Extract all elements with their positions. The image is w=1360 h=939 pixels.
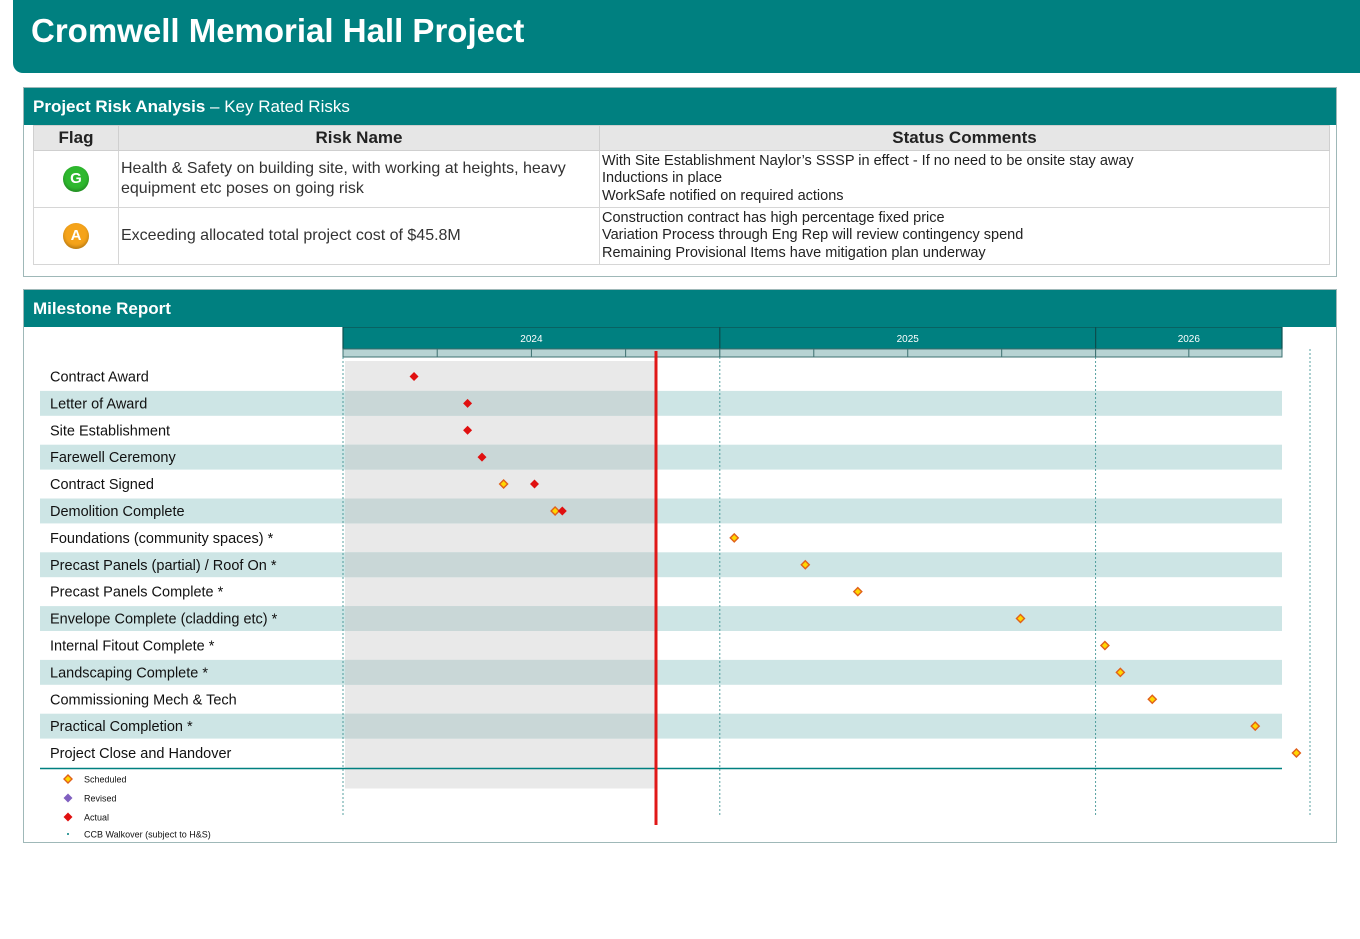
- scheduled-marker: [498, 479, 509, 490]
- milestone-panel-title: Milestone Report: [33, 299, 171, 318]
- milestone-label: Project Close and Handover: [50, 746, 232, 762]
- scheduled-marker: [550, 505, 561, 516]
- status-comments: With Site Establishment Naylor’s SSSP in…: [599, 150, 1330, 208]
- milestone-label: Letter of Award: [50, 396, 147, 412]
- page-title: Cromwell Memorial Hall Project: [31, 12, 525, 49]
- scheduled-marker: [1250, 721, 1261, 732]
- row-band-elapsed: [345, 552, 656, 578]
- amber-flag-badge: A: [63, 223, 89, 249]
- row-band-elapsed: [345, 606, 656, 631]
- flag-header: Flag: [33, 125, 119, 151]
- milestone-label: Site Establishment: [50, 423, 170, 439]
- risk-table: Flag Risk Name Status Comments G Health …: [33, 125, 1330, 265]
- scheduled-marker: [1115, 667, 1126, 678]
- status-line: WorkSafe notified on required actions: [602, 187, 844, 204]
- actual-marker: [530, 479, 539, 489]
- year-label: 2025: [897, 334, 920, 345]
- risk-panel: Project Risk Analysis – Key Rated Risks …: [23, 87, 1337, 277]
- milestone-panel: Milestone Report 2024 2025 2026 Contract Aw…: [23, 289, 1337, 843]
- actual-marker: [409, 371, 419, 381]
- row-band: [40, 390, 1282, 416]
- status-comments-header: Status Comments: [599, 125, 1330, 151]
- year-label: 2026: [1178, 334, 1201, 345]
- milestone-label: Internal Fitout Complete *: [50, 638, 215, 654]
- scheduled-marker: [1099, 640, 1110, 651]
- status-line: Inductions in place: [602, 170, 723, 187]
- row-band: [40, 659, 1282, 685]
- legend-scheduled-marker: [63, 774, 73, 784]
- actual-marker: [463, 425, 473, 435]
- risk-panel-header: Project Risk Analysis – Key Rated Risks: [24, 88, 1336, 125]
- milestone-label: Landscaping Complete *: [50, 665, 208, 681]
- legend-label: Actual: [84, 813, 109, 823]
- row-band: [40, 713, 1282, 739]
- milestone-label: Foundations (community spaces) *: [50, 531, 274, 547]
- milestone-label: Contract Award: [50, 369, 149, 385]
- row-band: [40, 552, 1282, 578]
- row-band-elapsed: [345, 659, 656, 685]
- milestone-chart: 2024 2025 2026 Contract Award Letter of Awar…: [40, 327, 1311, 840]
- risk-panel-subtitle: – Key Rated Risks: [205, 97, 350, 116]
- row-band: [40, 498, 1282, 524]
- status-line: With Site Establishment Naylor’s SSSP in…: [602, 152, 1134, 169]
- row-band: [40, 606, 1282, 631]
- risk-name: Exceeding allocated total project cost o…: [118, 207, 600, 265]
- legend-revised-marker: [63, 793, 73, 803]
- legend-label: CCB Walkover (subject to H&S): [84, 830, 211, 840]
- row-band-elapsed: [345, 713, 656, 739]
- actual-marker: [463, 398, 473, 408]
- legend-label: Scheduled: [84, 775, 127, 785]
- legend-actual-marker: [63, 812, 73, 822]
- actual-marker: [557, 506, 567, 516]
- status-line: Construction contract has high percentag…: [602, 209, 945, 226]
- row-band: [40, 444, 1282, 470]
- risk-panel-title: Project Risk Analysis: [33, 97, 206, 116]
- milestone-label: Practical Completion *: [50, 719, 193, 735]
- risk-name-header: Risk Name: [118, 125, 600, 151]
- milestone-label: Commissioning Mech & Tech: [50, 692, 237, 708]
- milestone-label: Precast Panels (partial) / Roof On *: [50, 558, 277, 574]
- legend-label: Revised: [84, 794, 117, 804]
- milestone-label: Envelope Complete (cladding etc) *: [50, 612, 278, 628]
- scheduled-marker: [800, 559, 811, 570]
- status-line: Variation Process through Eng Rep will r…: [602, 227, 1024, 244]
- row-band-elapsed: [345, 444, 656, 470]
- row-band-elapsed: [345, 390, 656, 416]
- row-band-elapsed: [345, 498, 656, 524]
- year-label: 2024: [520, 334, 543, 345]
- milestone-panel-header: Milestone Report: [24, 290, 1336, 327]
- milestone-label: Precast Panels Complete *: [50, 585, 224, 601]
- scheduled-marker: [1291, 748, 1302, 759]
- flag-cell: G: [33, 150, 119, 208]
- green-flag-badge: G: [63, 166, 89, 192]
- risk-table-header-row: Flag Risk Name Status Comments: [33, 125, 1330, 151]
- actual-marker: [477, 452, 487, 462]
- scheduled-marker: [1015, 613, 1026, 624]
- risk-name: Health & Safety on building site, with w…: [118, 150, 600, 208]
- status-comments: Construction contract has high percentag…: [599, 207, 1330, 265]
- risk-row: A Exceeding allocated total project cost…: [33, 207, 1330, 265]
- scheduled-marker: [852, 586, 863, 597]
- title-banner: Cromwell Memorial Hall Project: [13, 0, 1360, 73]
- legend-walkover-marker: [67, 833, 69, 835]
- milestone-label: Farewell Ceremony: [50, 450, 176, 466]
- scheduled-marker: [729, 532, 740, 543]
- flag-cell: A: [33, 207, 119, 265]
- milestone-label: Contract Signed: [50, 477, 154, 493]
- status-line: Remaining Provisional Items have mitigat…: [602, 244, 986, 261]
- milestone-label: Demolition Complete: [50, 504, 185, 520]
- scheduled-marker: [1147, 694, 1158, 705]
- risk-row: G Health & Safety on building site, with…: [33, 150, 1330, 208]
